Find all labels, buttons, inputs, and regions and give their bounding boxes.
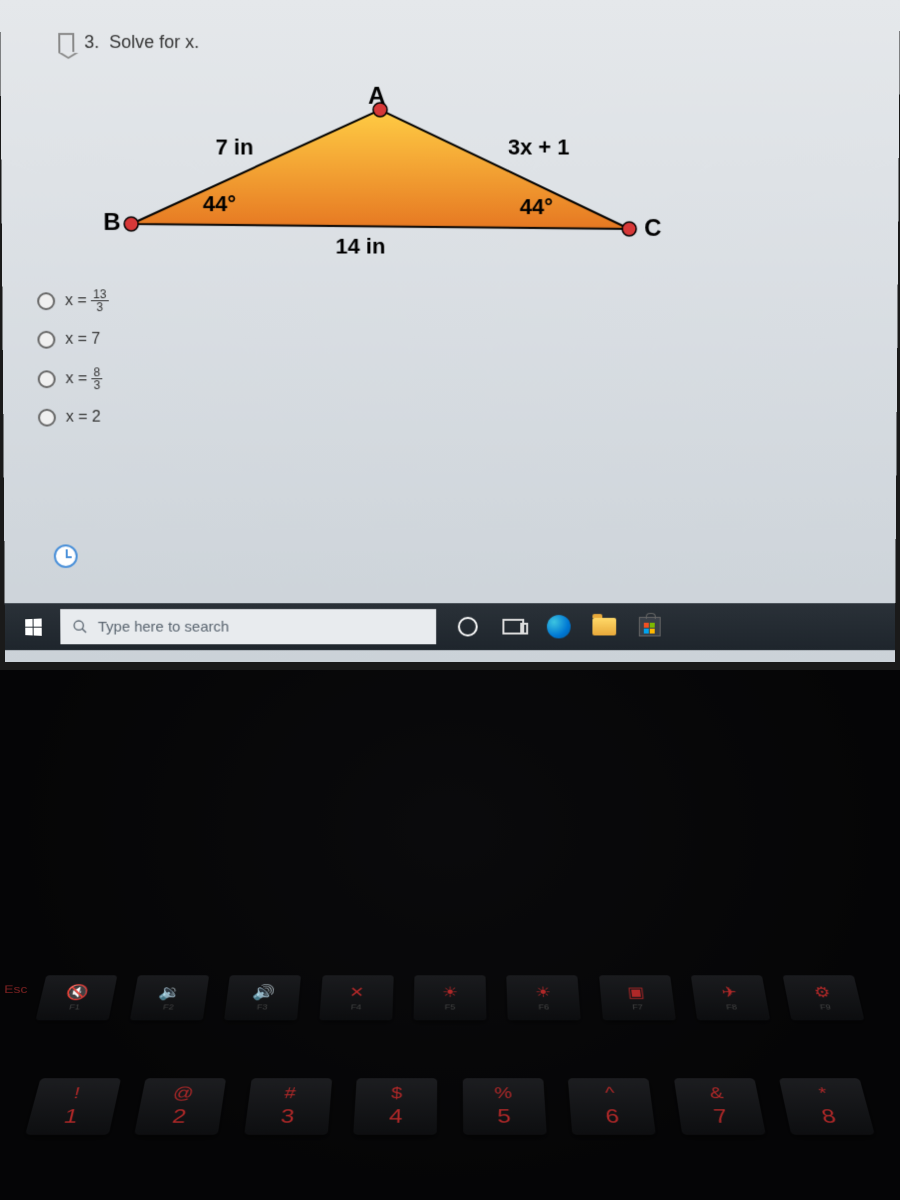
start-button[interactable] [13, 607, 53, 646]
vertex-c-label: C [644, 215, 661, 243]
windows-logo-icon [25, 618, 42, 635]
edge-icon [547, 615, 571, 638]
vertex-b-label: B [103, 209, 120, 237]
fn-key-f7: ▣F7 [599, 975, 676, 1020]
option-text: x = 83 [65, 366, 102, 391]
triangle-svg [100, 80, 679, 269]
num-key-8: *8 [779, 1078, 875, 1135]
search-box[interactable]: Type here to search [60, 609, 436, 644]
num-key-7: &7 [674, 1078, 766, 1135]
option-text: x = 133 [65, 288, 109, 313]
file-explorer-button[interactable] [584, 607, 624, 646]
num-key-1: !1 [25, 1078, 121, 1135]
option-2[interactable]: x = 7 [37, 331, 108, 349]
fn-key-f5: ☀F5 [413, 975, 486, 1020]
angle-b-label: 44° [203, 191, 236, 217]
option-4[interactable]: x = 2 [38, 409, 109, 427]
search-icon [72, 619, 88, 635]
bookmark-icon[interactable] [58, 32, 74, 52]
answer-options: x = 133 x = 7 x = 83 x = 2 [37, 288, 109, 444]
keyboard: Esc 🔇F1 🔉F2 🔊F3 ✕F4 ☀F5 ☀F6 ▣F7 ✈F8 ⚙F9 … [0, 670, 900, 1200]
question-header: 3. Solve for x. [58, 32, 199, 53]
function-key-row: 🔇F1 🔉F2 🔊F3 ✕F4 ☀F5 ☀F6 ▣F7 ✈F8 ⚙F9 [0, 975, 900, 1020]
num-key-3: #3 [244, 1078, 332, 1135]
task-view-button[interactable] [494, 607, 534, 646]
num-key-6: ^6 [568, 1078, 656, 1135]
side-ac-label: 3x + 1 [508, 135, 570, 161]
radio-icon[interactable] [37, 292, 55, 310]
option-1[interactable]: x = 133 [37, 288, 108, 313]
store-icon [639, 617, 661, 637]
folder-icon [592, 618, 616, 636]
number-key-row: !1 @2 #3 $4 %5 ^6 &7 *8 [0, 1078, 900, 1135]
clock-icon[interactable] [54, 544, 78, 568]
option-text: x = 2 [66, 409, 101, 427]
side-bc-label: 14 in [335, 234, 385, 260]
fn-key-f2: 🔉F2 [130, 975, 209, 1020]
fn-key-f9: ⚙F9 [783, 975, 865, 1020]
fn-key-f1: 🔇F1 [35, 975, 117, 1020]
num-key-5: %5 [463, 1078, 547, 1135]
fn-key-f4: ✕F4 [319, 975, 393, 1020]
cortana-icon [458, 617, 478, 637]
side-ab-label: 7 in [216, 135, 254, 161]
radio-icon[interactable] [37, 331, 55, 349]
search-placeholder: Type here to search [98, 618, 229, 635]
radio-icon[interactable] [38, 409, 56, 427]
taskbar: Type here to search [5, 603, 896, 650]
num-key-4: $4 [353, 1078, 437, 1135]
vertex-a-label: A [368, 83, 385, 111]
radio-icon[interactable] [38, 370, 56, 388]
store-button[interactable] [630, 607, 670, 646]
task-view-icon [502, 619, 524, 635]
num-key-2: @2 [134, 1078, 226, 1135]
fn-key-f8: ✈F8 [691, 975, 770, 1020]
option-3[interactable]: x = 83 [38, 366, 109, 391]
angle-c-label: 44° [520, 194, 553, 220]
cortana-button[interactable] [448, 607, 488, 646]
taskbar-icons [448, 607, 670, 646]
question-number: 3. [84, 32, 99, 53]
edge-button[interactable] [539, 607, 579, 646]
fn-key-f6: ☀F6 [507, 975, 581, 1020]
fn-key-f3: 🔊F3 [224, 975, 301, 1020]
option-text: x = 7 [65, 331, 100, 349]
question-prompt: Solve for x. [109, 32, 199, 53]
screen-content: 3. Solve for x. A B C 7 in 3x + 1 14 in … [0, 0, 900, 662]
triangle-diagram: A B C 7 in 3x + 1 14 in 44° 44° [100, 80, 679, 269]
